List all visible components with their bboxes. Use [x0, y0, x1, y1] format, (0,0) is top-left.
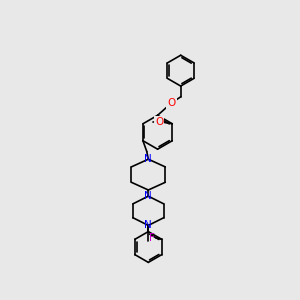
Text: N: N [144, 154, 152, 164]
Text: F: F [149, 233, 155, 243]
Text: O: O [167, 98, 175, 108]
Text: N: N [144, 191, 152, 201]
Text: O: O [155, 117, 163, 127]
Text: N: N [144, 220, 152, 230]
Text: O: O [167, 98, 175, 108]
Text: O: O [155, 117, 163, 127]
